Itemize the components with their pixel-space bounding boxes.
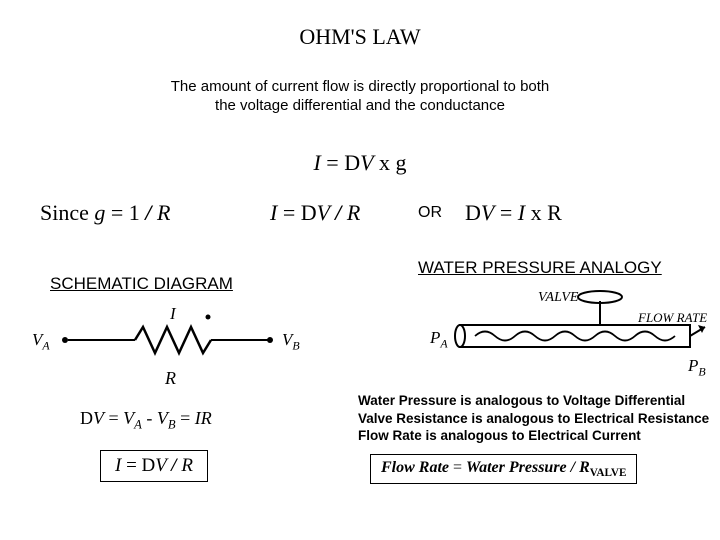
flow-wp: Water Pressure: [466, 459, 571, 476]
eq2-V: V: [317, 200, 336, 225]
label-PB-B: B: [698, 364, 705, 378]
label-VB: VB: [282, 330, 300, 353]
since-g: g: [94, 200, 105, 225]
label-VA-V: V: [32, 330, 42, 349]
equation-3: DV = I x R: [465, 200, 562, 226]
flow-rate-equation-box: Flow Rate = Water Pressure / RVALVE: [370, 454, 637, 484]
since-label: Since: [40, 200, 94, 225]
flow-valve-sub: VALVE: [590, 467, 627, 479]
equation-2: I = DV / R: [270, 200, 360, 226]
eq-xg: x g: [374, 150, 407, 175]
eq3-V: V: [481, 200, 494, 225]
dv-D1: D: [80, 408, 93, 428]
label-PA-A: A: [440, 336, 447, 350]
label-VB-B: B: [292, 338, 299, 352]
eq2-eq: =: [277, 200, 300, 225]
boxed-eq: =: [121, 455, 141, 476]
subtitle-line-1: The amount of current flow is directly p…: [0, 78, 720, 95]
analogy-line-2: Valve Resistance is analogous to Electri…: [358, 410, 709, 428]
analogy-line-1: Water Pressure is analogous to Voltage D…: [358, 392, 709, 410]
dv-eq1: =: [104, 408, 123, 428]
label-VA-A: A: [42, 338, 49, 352]
boxed-R: R: [177, 455, 193, 476]
eq-eq: =: [321, 150, 344, 175]
label-I: I: [170, 304, 176, 324]
since-eq: = 1: [105, 200, 145, 225]
dv-IR: IR: [195, 408, 212, 428]
flow-rate-label: FLOW RATE: [638, 310, 707, 326]
label-PB: PB: [688, 356, 706, 379]
analogy-block: Water Pressure is analogous to Voltage D…: [358, 392, 709, 445]
label-VB-V: V: [282, 330, 292, 349]
eq3-D: D: [465, 200, 481, 225]
eq3-eq: =: [494, 200, 517, 225]
eq-I: I: [313, 150, 320, 175]
valve-pipe-diagram: [430, 285, 710, 375]
eq2-R: R: [341, 200, 360, 225]
boxed-V: V: [155, 455, 171, 476]
since-expression: Since g = 1 / R: [40, 200, 170, 226]
schematic-heading: SCHEMATIC DIAGRAM: [50, 274, 233, 294]
eq-V: V: [360, 150, 373, 175]
dv-A: A: [134, 418, 142, 432]
page-title: OHM'S LAW: [0, 24, 720, 50]
analogy-line-3: Flow Rate is analogous to Electrical Cur…: [358, 427, 709, 445]
dv-B: B: [168, 418, 176, 432]
flow-eq1: =: [449, 459, 466, 476]
dv-V3: V: [157, 408, 168, 428]
flow-lhs: Flow Rate: [381, 459, 449, 476]
label-PA: PA: [430, 328, 448, 351]
label-R: R: [165, 368, 176, 389]
dv-equation: DV = VA - VB = IR: [80, 408, 212, 433]
dv-V1: V: [93, 408, 104, 428]
dv-V2: V: [123, 408, 134, 428]
eq3-I: I: [518, 200, 525, 225]
label-VA: VA: [32, 330, 50, 353]
eq2-D: D: [301, 200, 317, 225]
subtitle-line-2: the voltage differential and the conduct…: [0, 97, 720, 114]
flow-R: R: [575, 459, 590, 476]
eq3-xR: x R: [525, 200, 562, 225]
since-R: R: [151, 200, 170, 225]
equation-main: I = DV x g: [0, 150, 720, 176]
label-PB-P: P: [688, 356, 698, 375]
dv-minus: -: [142, 408, 157, 428]
water-heading: WATER PRESSURE ANALOGY: [418, 258, 662, 278]
eq-delta: D: [344, 150, 360, 175]
dv-eq2: =: [176, 408, 195, 428]
boxed-equation: I = DV / R: [100, 450, 208, 482]
boxed-D: D: [142, 455, 156, 476]
label-PA-P: P: [430, 328, 440, 347]
or-label: OR: [418, 204, 442, 222]
